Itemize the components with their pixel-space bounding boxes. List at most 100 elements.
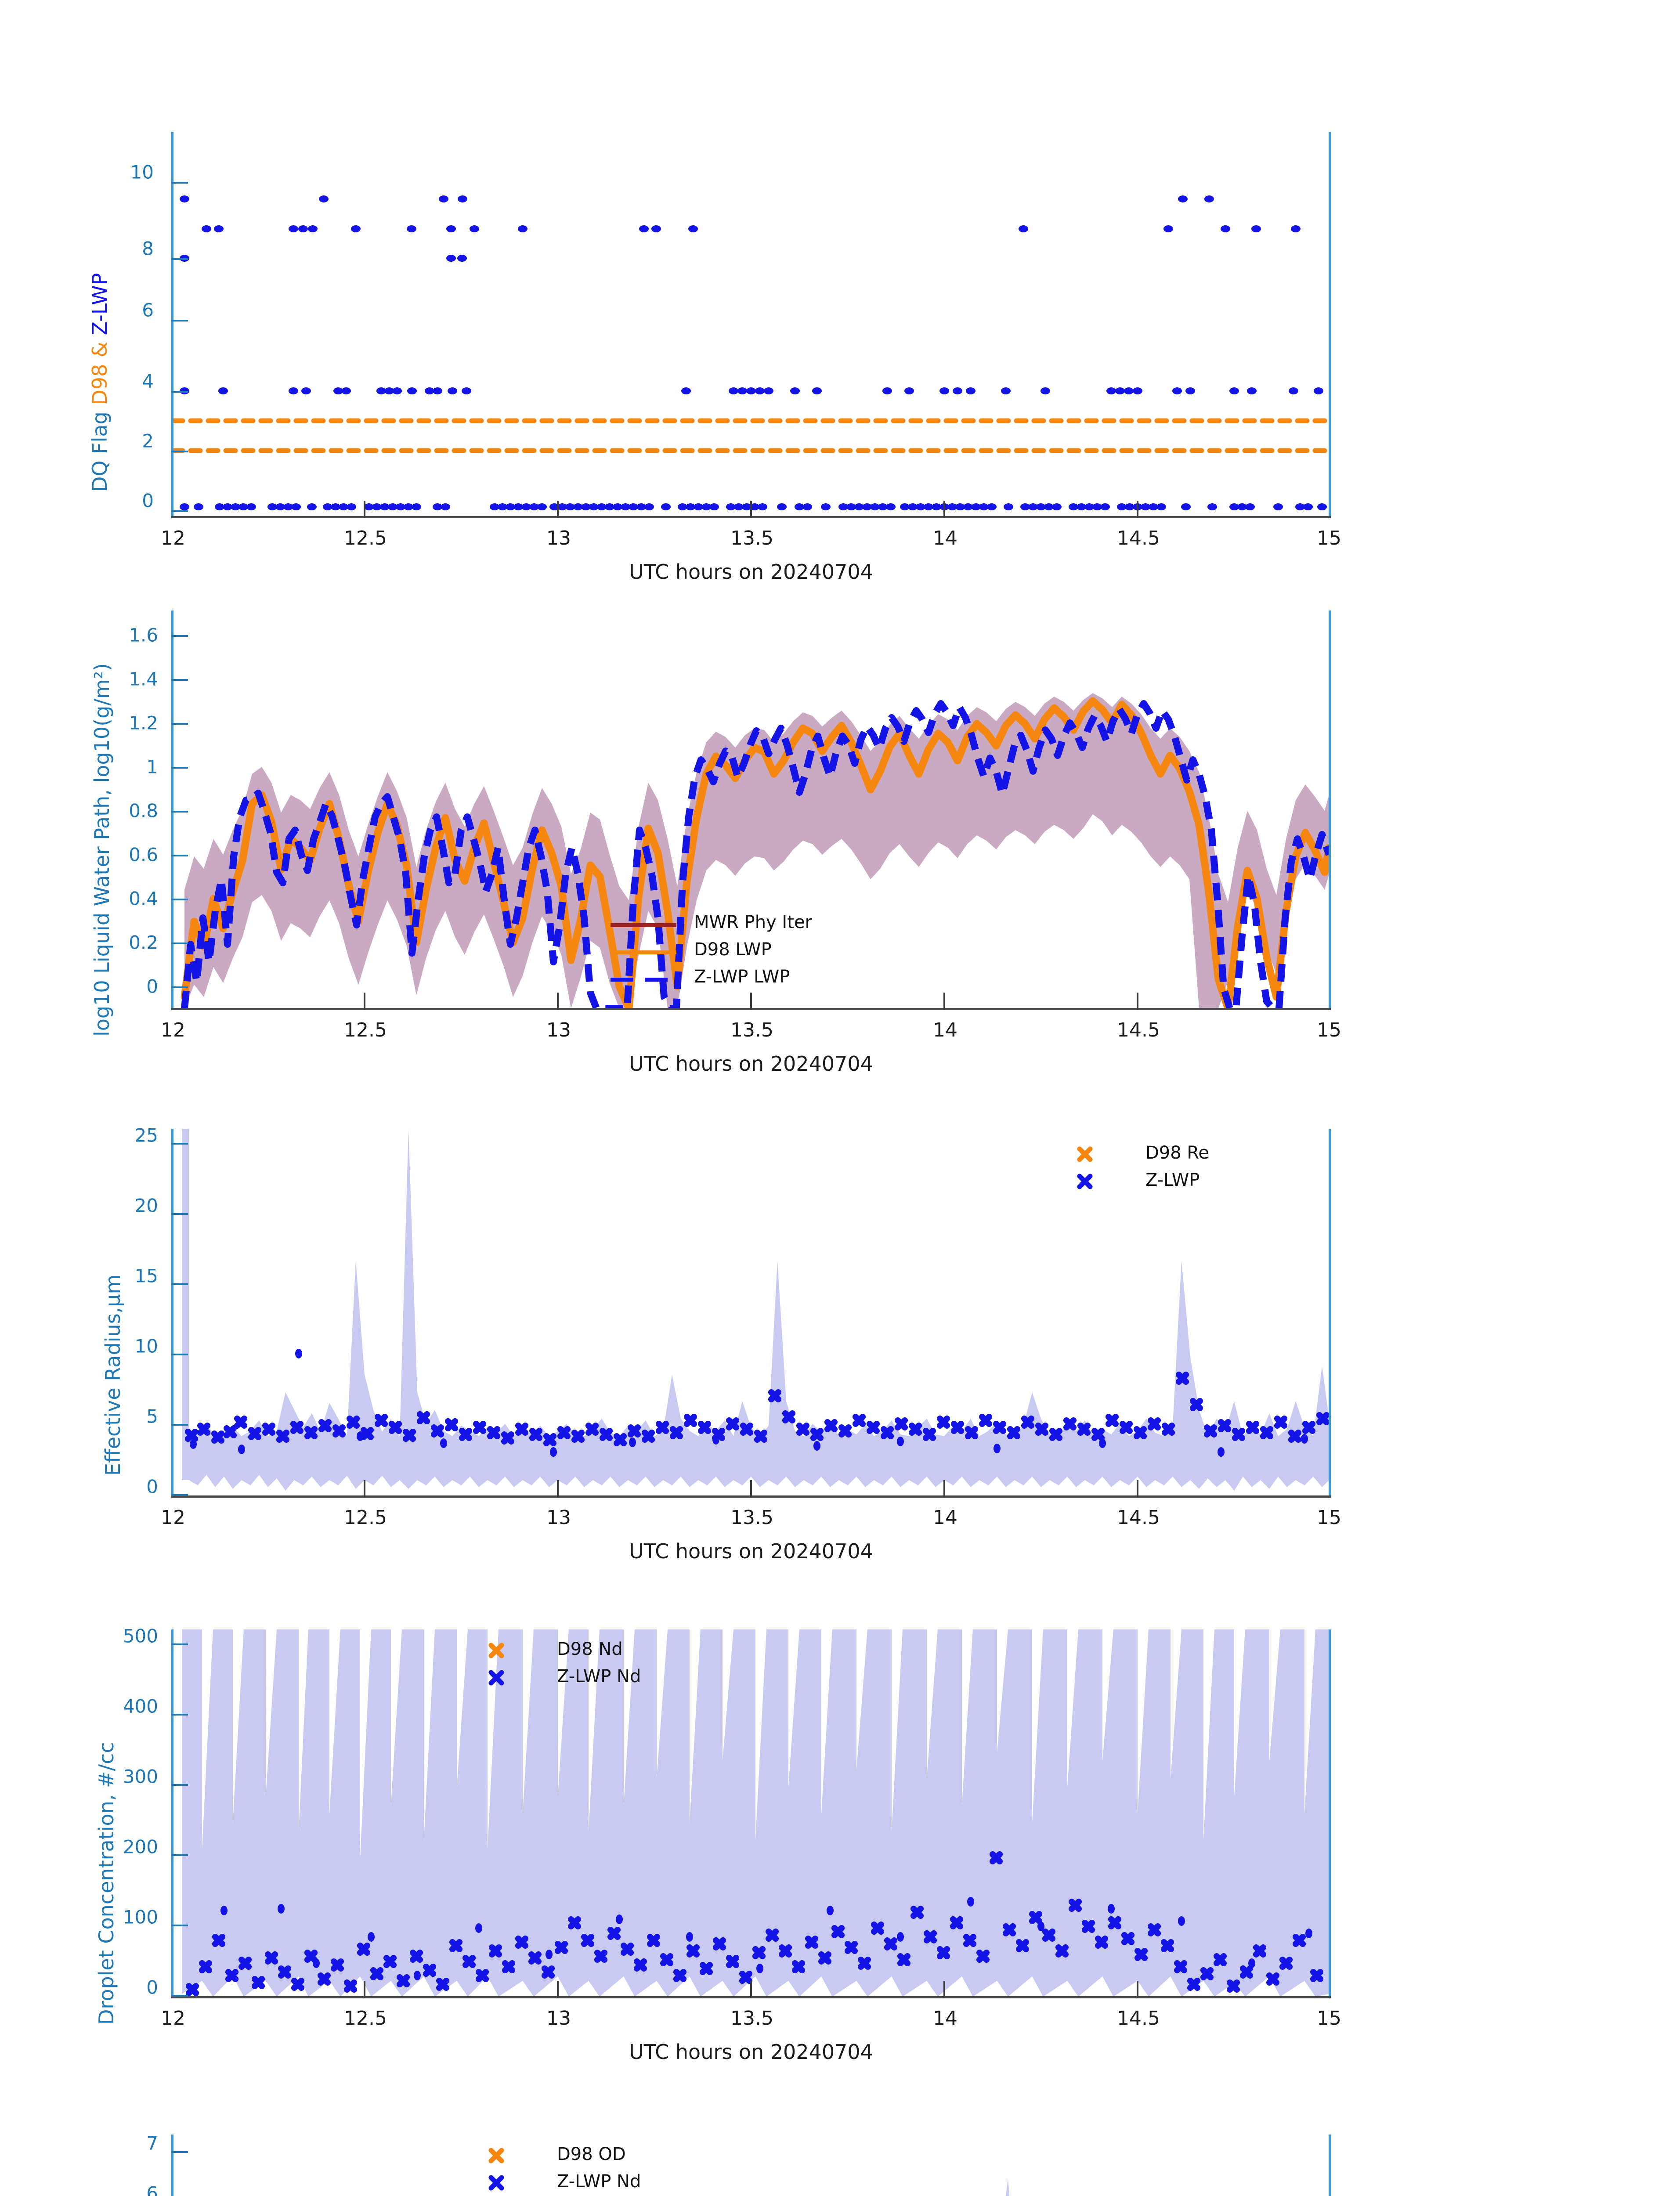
panel-nd-xtick-5: 14.5 (1117, 2007, 1160, 2030)
panel-lwp-xtick-1: 12.5 (344, 1019, 387, 1041)
panel-lwp-xtick-4: 14 (933, 1019, 957, 1041)
nd-uncertainty-band (182, 1629, 1329, 1997)
panel-droplet-concentration: Droplet Concentration, #/cc 0 100 200 30… (0, 1581, 1680, 2086)
lwp-uncertainty-band (184, 693, 1329, 1008)
panel-nd-xtick-2: 13 (546, 2007, 571, 2030)
panel-dq-flag-plot (171, 132, 1331, 518)
panel-re-ytick-10: 10 (134, 1335, 158, 1357)
tick-y-6 (171, 320, 188, 321)
legend-label-zlwp-nd: Z-LWP Nd (557, 1666, 641, 1687)
panel-nd-ytick-400: 400 (123, 1695, 158, 1717)
droplet-concentration-data (182, 1629, 1329, 1997)
zlwp-lwp-line (181, 700, 1331, 1008)
panel-re-xlabel: UTC hours on 20240704 (629, 1539, 873, 1563)
d98-re-swatch (1077, 1146, 1093, 1162)
tick-y-10 (171, 182, 188, 184)
legend-label-zlwp-re: Z-LWP (1145, 1170, 1200, 1190)
panel-re-xtick-5: 14.5 (1117, 1506, 1160, 1529)
panel-lwp-ytick-06: 0.6 (129, 844, 158, 866)
panel-lwp: log10 Liquid Water Path, log10(g/m²) 0 0… (0, 584, 1680, 1080)
panel-dq-flag: DQ Flag D98 & Z-LWP 0 2 4 6 8 10 (0, 0, 1680, 584)
panel-re-xtick-0: 12 (161, 1506, 185, 1529)
left-spine (171, 1629, 173, 1998)
panel-lwp-xtick-6: 15 (1317, 1019, 1341, 1041)
zlwp-re-markers (185, 1372, 1330, 1446)
panel-nd-xtick-3: 13.5 (730, 2007, 773, 2030)
panel-droplet-concentration-plot: D98 Nd Z-LWP Nd (171, 1629, 1331, 1998)
panel-nd-ytick-0: 0 (146, 1976, 158, 1998)
panel-lwp-ytick-0: 0 (146, 975, 158, 997)
panel-dq-flag-ytick-10: 10 (130, 161, 154, 183)
panel-lwp-ytick-04: 0.4 (129, 888, 158, 910)
zlwp-nd-swatch (488, 1670, 504, 1686)
panel-lwp-xtick-2: 13 (546, 1019, 571, 1041)
panel-dq-flag-xtick-2: 13 (546, 527, 571, 549)
legend-label-d98-od: D98 OD (557, 2144, 626, 2164)
panel-re-ytick-5: 5 (146, 1405, 158, 1427)
panel-dq-flag-ytick-2: 2 (142, 430, 154, 452)
panel-optical-depth: Optical Depth 0 1 2 3 4 5 6 7 (0, 2086, 1680, 2196)
right-spine (1329, 610, 1331, 1010)
panel-nd-xtick-4: 14 (933, 2007, 957, 2030)
optical-depth-data (931, 2178, 1010, 2196)
panel-effective-radius-ylabel: Effective Radius,μm (101, 1274, 125, 1476)
re-small-dots (190, 1349, 1308, 1457)
legend-label-zlwp-lwp: Z-LWP LWP (694, 967, 790, 987)
d98-od-swatch (488, 2148, 504, 2163)
dq-flag-data (171, 195, 1331, 510)
panel-lwp-xtick-3: 13.5 (730, 1019, 773, 1041)
panel-lwp-xlabel: UTC hours on 20240704 (629, 1052, 873, 1076)
panel-nd-ytick-200: 200 (123, 1836, 158, 1858)
dq-flag-points (180, 195, 1327, 510)
left-spine (171, 132, 173, 518)
d98-lwp-line (181, 697, 1331, 1008)
panel-lwp-ytick-16: 1.6 (129, 624, 158, 646)
d98-nd-swatch (488, 1643, 504, 1658)
panel-nd-ytick-500: 500 (123, 1625, 158, 1647)
panel-re-ytick-20: 20 (134, 1195, 158, 1217)
panel-lwp-plot: MWR Phy Iter D98 LWP Z-LWP LWP (171, 610, 1331, 1010)
panel-dq-flag-xtick-0: 12 (161, 527, 185, 549)
panel-dq-flag-ytick-0: 0 (142, 490, 154, 512)
d98-lwp-swatch (611, 950, 676, 954)
panel-nd-ytick-300: 300 (123, 1766, 158, 1788)
panel-re-xtick-1: 12.5 (344, 1506, 387, 1529)
panel-re-ytick-0: 0 (146, 1476, 158, 1498)
panel-od-ytick-6: 6 (146, 2182, 158, 2196)
zlwp-od-swatch (488, 2175, 504, 2191)
panel-re-xtick-6: 15 (1317, 1506, 1341, 1529)
ylabel-part-d98: D98 & (88, 335, 112, 405)
panel-effective-radius-plot: D98 Re Z-LWP (171, 1129, 1331, 1498)
zlwp-nd-markers (186, 1851, 1323, 1996)
panel-dq-flag-ytick-8: 8 (142, 238, 154, 260)
ylabel-part-dqflag: DQ Flag (88, 405, 112, 492)
tick-y-0 (171, 510, 188, 512)
panel-lwp-ytick-02: 0.2 (129, 932, 158, 954)
legend-label-d98-nd: D98 Nd (557, 1639, 623, 1659)
right-spine (1329, 1629, 1331, 1998)
lwp-series (181, 693, 1331, 1008)
panel-dq-flag-ytick-4: 4 (142, 370, 154, 392)
mwr-phy-iter-swatch (611, 923, 676, 927)
panel-lwp-ytick-08: 0.8 (129, 800, 158, 822)
zlwp-re-swatch (1077, 1174, 1093, 1189)
panel-dq-flag-ylabel: DQ Flag D98 & Z-LWP (88, 273, 112, 492)
right-spine (1329, 132, 1331, 518)
effective-radius-data (182, 1129, 1330, 1491)
legend-label-zlwp-od: Z-LWP Nd (557, 2171, 641, 2192)
ylabel-part-zlwp: Z-LWP (88, 273, 112, 336)
panel-re-ytick-25: 25 (134, 1124, 158, 1146)
panel-re-xtick-2: 13 (546, 1506, 571, 1529)
legend-label-d98-re: D98 Re (1145, 1143, 1210, 1163)
panel-re-ytick-15: 15 (134, 1265, 158, 1287)
zlwp-lwp-swatch (611, 978, 676, 982)
panel-dq-flag-xtick-5: 14.5 (1117, 527, 1160, 549)
panel-nd-xlabel: UTC hours on 20240704 (629, 2040, 873, 2064)
panel-dq-flag-xtick-6: 15 (1317, 527, 1341, 549)
panel-lwp-xtick-0: 12 (161, 1019, 185, 1041)
panel-nd-xtick-6: 15 (1317, 2007, 1341, 2030)
left-spine (171, 2135, 173, 2196)
nd-small-dots (220, 1897, 1312, 1980)
panel-dq-flag-xlabel: UTC hours on 20240704 (629, 560, 873, 584)
